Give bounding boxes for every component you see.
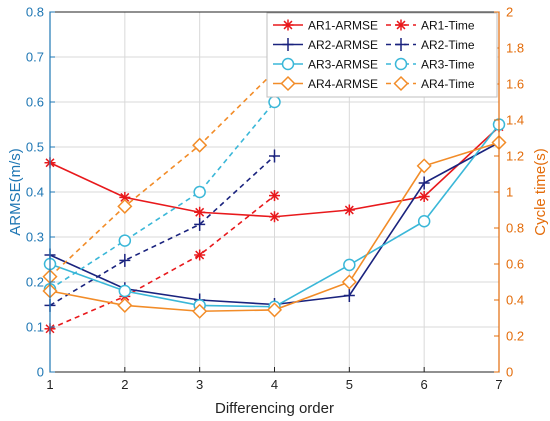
data-point	[193, 185, 206, 199]
x-axis-title: Differencing order	[215, 400, 334, 417]
legend-marker	[394, 57, 408, 71]
data-point	[269, 190, 280, 202]
x-tick-label: 3	[196, 377, 203, 392]
data-point	[341, 274, 357, 290]
data-point	[118, 234, 132, 247]
x-tick-label: 5	[346, 377, 353, 392]
legend-label: AR4-Time	[421, 77, 475, 91]
data-point	[416, 158, 432, 174]
legend-item: AR1-ARMSE	[273, 19, 378, 33]
x-tick-label: 7	[495, 377, 502, 392]
legend-marker	[281, 57, 295, 71]
data-point	[192, 303, 208, 319]
series-ar2-time	[44, 149, 280, 312]
y-left-tick-label: 0	[37, 365, 44, 380]
legend-item: AR3-ARMSE	[273, 58, 378, 72]
legend-item: AR1-Time	[386, 19, 475, 33]
y-left-tick-label: 0.6	[26, 95, 44, 110]
y-right-tick-label: 1.6	[506, 77, 524, 92]
legend: AR1-ARMSE AR2-ARMSE AR3-ARMSE AR4-ARMSE AR1-…	[266, 12, 498, 98]
y-right-tick-label: 0.4	[506, 293, 524, 308]
legend-item: AR4-Time	[386, 75, 475, 92]
data-point	[418, 191, 430, 202]
data-point	[118, 284, 132, 298]
legend-label: AR3-ARMSE	[308, 58, 378, 72]
x-tick-label: 2	[121, 377, 128, 392]
legend-marker	[395, 38, 407, 51]
legend-item: AR2-ARMSE	[273, 38, 378, 52]
y-right-tick-label: 1.4	[506, 113, 524, 128]
series-ar1-time	[44, 190, 280, 335]
y-right-tick-label: 0.8	[506, 221, 524, 236]
y-left-tick-label: 0.4	[26, 185, 44, 200]
y-axis-left-title: ARMSE(m/s)	[7, 148, 24, 236]
y-right-tick-label: 1.2	[506, 149, 524, 164]
y-axis-right-title: Cycle time(s)	[532, 148, 549, 236]
legend-label: AR2-Time	[421, 38, 475, 52]
y-left-tick-label: 0.5	[26, 140, 44, 155]
legend-label: AR4-ARMSE	[308, 77, 378, 91]
y-right-tick-label: 0.2	[506, 329, 524, 344]
legend-marker	[282, 38, 294, 51]
series-ar4-armse	[42, 134, 507, 319]
data-point	[192, 137, 208, 153]
series-line	[49, 155, 276, 307]
data-point	[417, 215, 431, 228]
data-point	[194, 217, 206, 231]
legend-marker	[395, 19, 407, 31]
tick-labels: 1 2 3 4 5 6 700.10.20.30.40.50.60.70.800.20.40…	[26, 5, 524, 393]
y-right-tick-label: 0	[506, 365, 513, 380]
legend-item: AR4-ARMSE	[273, 75, 378, 92]
legend-item: AR2-Time	[386, 38, 475, 52]
data-point	[268, 95, 281, 109]
legend-marker	[393, 75, 409, 92]
legend-marker	[280, 75, 296, 92]
series-ar4-time	[42, 63, 283, 285]
data-point	[117, 297, 133, 313]
y-left-tick-label: 0.1	[26, 320, 44, 335]
series-line	[49, 101, 276, 290]
series-ar3-time	[43, 95, 281, 296]
data-point	[343, 204, 355, 216]
y-left-tick-label: 0.2	[26, 275, 44, 290]
legend-label: AR2-ARMSE	[308, 38, 378, 52]
legend-item: AR3-Time	[386, 58, 475, 72]
x-tick-label: 4	[271, 377, 278, 392]
data-point	[269, 211, 280, 223]
x-tick-label: 1	[46, 377, 53, 392]
y-right-tick-label: 1	[506, 185, 513, 200]
data-point	[343, 289, 355, 302]
y-left-tick-label: 0.7	[26, 50, 44, 65]
series-line	[49, 194, 275, 330]
data-point	[194, 206, 206, 218]
y-left-tick-label: 0.8	[26, 5, 44, 20]
data-point	[269, 149, 280, 163]
data-point	[117, 198, 133, 214]
y-right-tick-label: 1.8	[506, 41, 524, 56]
y-right-tick-label: 2	[506, 5, 513, 20]
data-point	[418, 176, 430, 190]
legend-label: AR1-ARMSE	[308, 19, 378, 33]
legend-box	[266, 12, 498, 98]
legend-label: AR1-Time	[421, 19, 475, 33]
data-point	[266, 302, 283, 318]
y-left-tick-label: 0.3	[26, 230, 44, 245]
x-tick-label: 6	[421, 377, 428, 392]
data-point	[119, 253, 131, 267]
legend-label: AR3-Time	[421, 58, 475, 72]
y-right-tick-label: 0.6	[506, 257, 524, 272]
legend-marker	[282, 19, 294, 31]
data-point	[194, 249, 206, 261]
data-point	[343, 258, 356, 272]
